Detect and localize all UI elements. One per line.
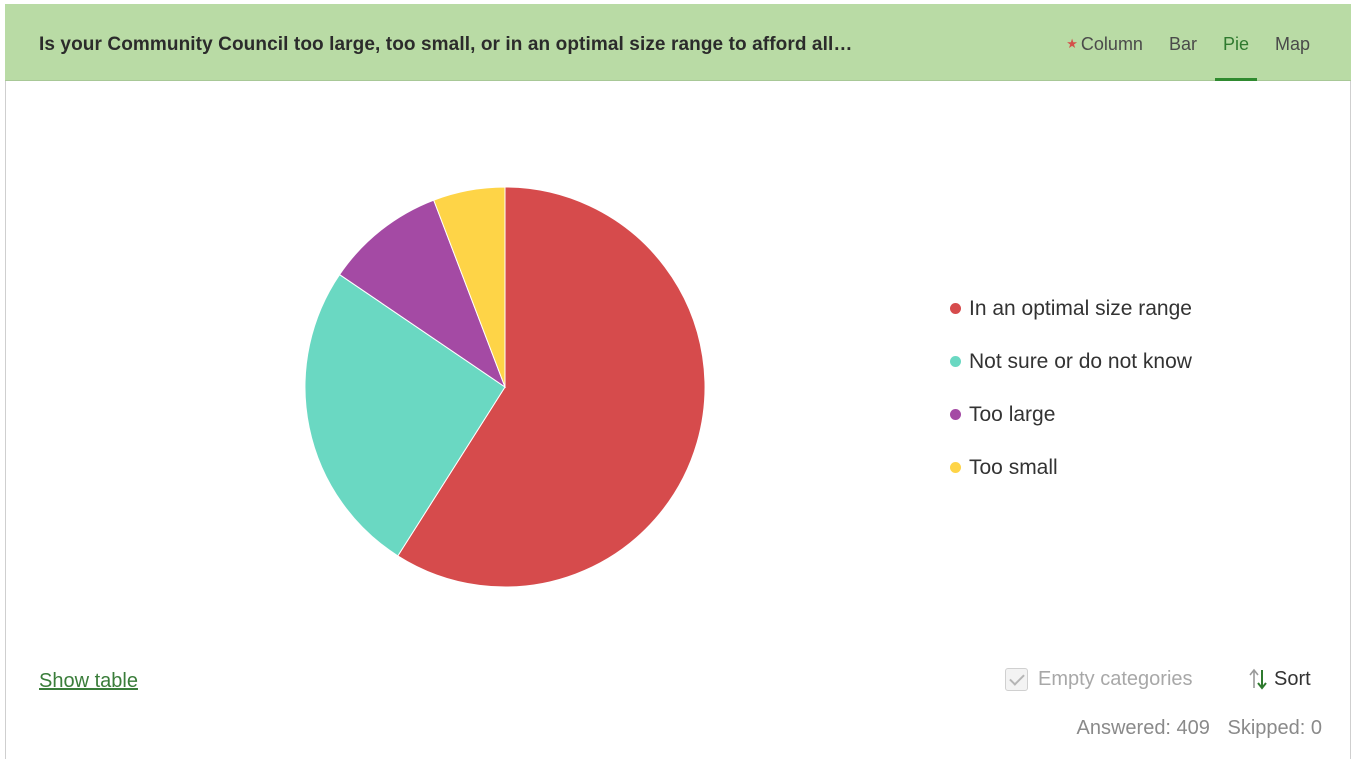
chart-type-tabs: ★ Column Bar Pie Map [1040, 4, 1310, 81]
legend-item[interactable]: In an optimal size range [950, 282, 1192, 335]
tab-pie[interactable]: Pie [1214, 4, 1258, 81]
empty-categories-option[interactable]: Empty categories [1005, 668, 1193, 691]
chart-legend: In an optimal size range Not sure or do … [950, 282, 1192, 494]
pie-slice-too-small[interactable] [433, 186, 506, 388]
legend-dot [950, 356, 961, 367]
legend-dot [950, 409, 961, 420]
legend-item[interactable]: Not sure or do not know [950, 335, 1192, 388]
tab-label: Column [1080, 34, 1143, 54]
tab-bar[interactable]: Bar [1169, 4, 1197, 81]
question-header: Is your Community Council too large, too… [5, 4, 1351, 81]
show-table-link[interactable]: Show table [39, 670, 138, 692]
legend-dot [950, 303, 961, 314]
empty-categories-label: Empty categories [1038, 668, 1193, 690]
pie-slice-too-large[interactable] [338, 199, 507, 389]
pie-chart [304, 186, 706, 588]
legend-label: Too small [969, 455, 1058, 479]
skipped-count: Skipped: 0 [1227, 717, 1322, 739]
pie-slice-not-sure-or-do-not-know[interactable] [304, 273, 506, 557]
tab-label: Map [1274, 34, 1310, 54]
star-icon: ★ [1066, 35, 1078, 51]
answered-count: Answered: 409 [1076, 717, 1210, 739]
legend-item[interactable]: Too large [950, 388, 1192, 441]
tab-label: Pie [1222, 34, 1249, 54]
legend-dot [950, 462, 961, 473]
sort-icon [1249, 668, 1267, 690]
tab-column[interactable]: ★ Column [1066, 4, 1143, 81]
empty-categories-checkbox[interactable] [1005, 668, 1028, 691]
legend-label: Not sure or do not know [969, 349, 1192, 373]
legend-label: In an optimal size range [969, 296, 1192, 320]
question-title: Is your Community Council too large, too… [39, 34, 853, 55]
tab-map[interactable]: Map [1275, 4, 1310, 81]
legend-label: Too large [969, 402, 1056, 426]
sort-label: Sort [1274, 667, 1311, 690]
tab-label: Bar [1168, 34, 1197, 54]
legend-item[interactable]: Too small [950, 441, 1192, 494]
pie-slice-in-an-optimal-size-range[interactable] [397, 186, 706, 588]
response-stats: Answered: 409 Skipped: 0 [1077, 717, 1323, 740]
sort-button[interactable]: Sort [1248, 667, 1311, 691]
